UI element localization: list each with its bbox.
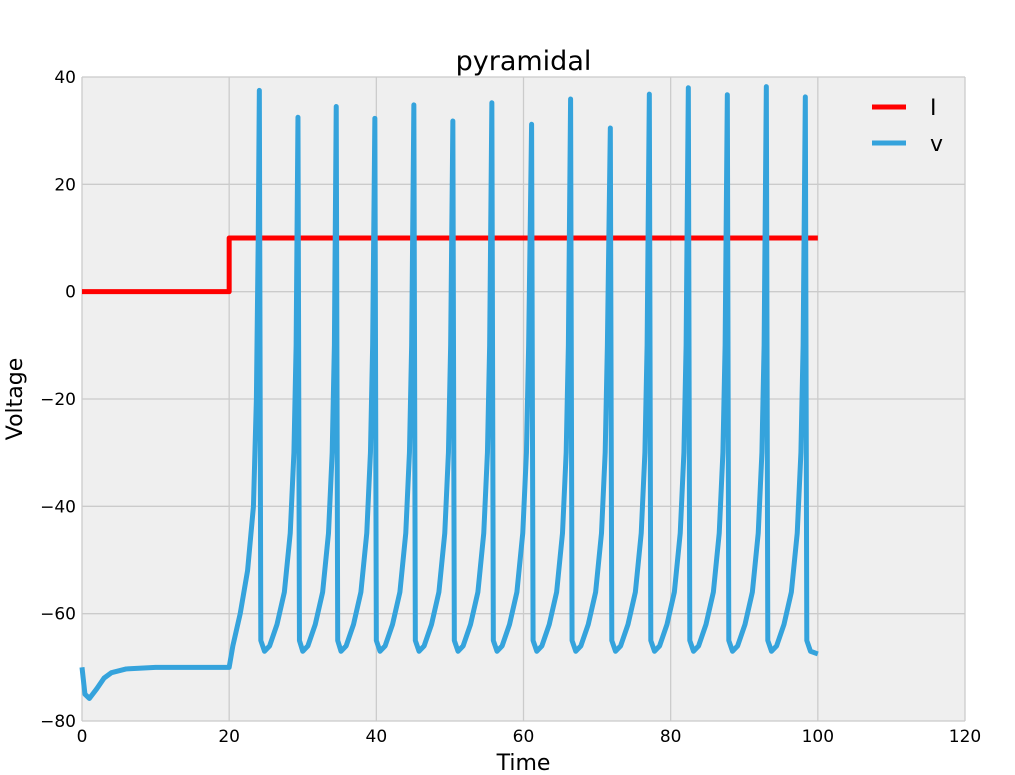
- x-tick-label: 0: [77, 727, 88, 747]
- y-tick-label: 40: [54, 68, 76, 88]
- legend-label-v: v: [930, 132, 943, 157]
- y-axis-label: Voltage: [3, 358, 28, 441]
- series-line-I: [82, 235, 818, 295]
- x-tick-label: 40: [366, 727, 388, 747]
- legend: Iv: [872, 96, 943, 157]
- x-tick-label: 100: [802, 727, 834, 747]
- legend-label-I: I: [930, 96, 937, 121]
- y-tick-label: −60: [40, 605, 76, 625]
- chart-title: pyramidal: [456, 46, 592, 77]
- tick-labels: 0 20 40 60 80 100 120 −80 −60 −40 −20 0 20 40: [40, 68, 981, 747]
- x-tick-label: 120: [949, 727, 981, 747]
- y-tick-label: 0: [65, 283, 76, 303]
- x-tick-label: 20: [218, 727, 240, 747]
- x-axis-label: Time: [496, 751, 551, 775]
- y-tick-label: −20: [40, 390, 76, 410]
- x-tick-label: 80: [660, 727, 682, 747]
- series-layer: [79, 84, 819, 701]
- y-tick-label: −40: [40, 497, 76, 517]
- series-line-v: [79, 84, 819, 701]
- y-tick-label: −80: [40, 712, 76, 732]
- x-tick-label: 60: [513, 727, 535, 747]
- y-tick-label: 20: [54, 175, 76, 195]
